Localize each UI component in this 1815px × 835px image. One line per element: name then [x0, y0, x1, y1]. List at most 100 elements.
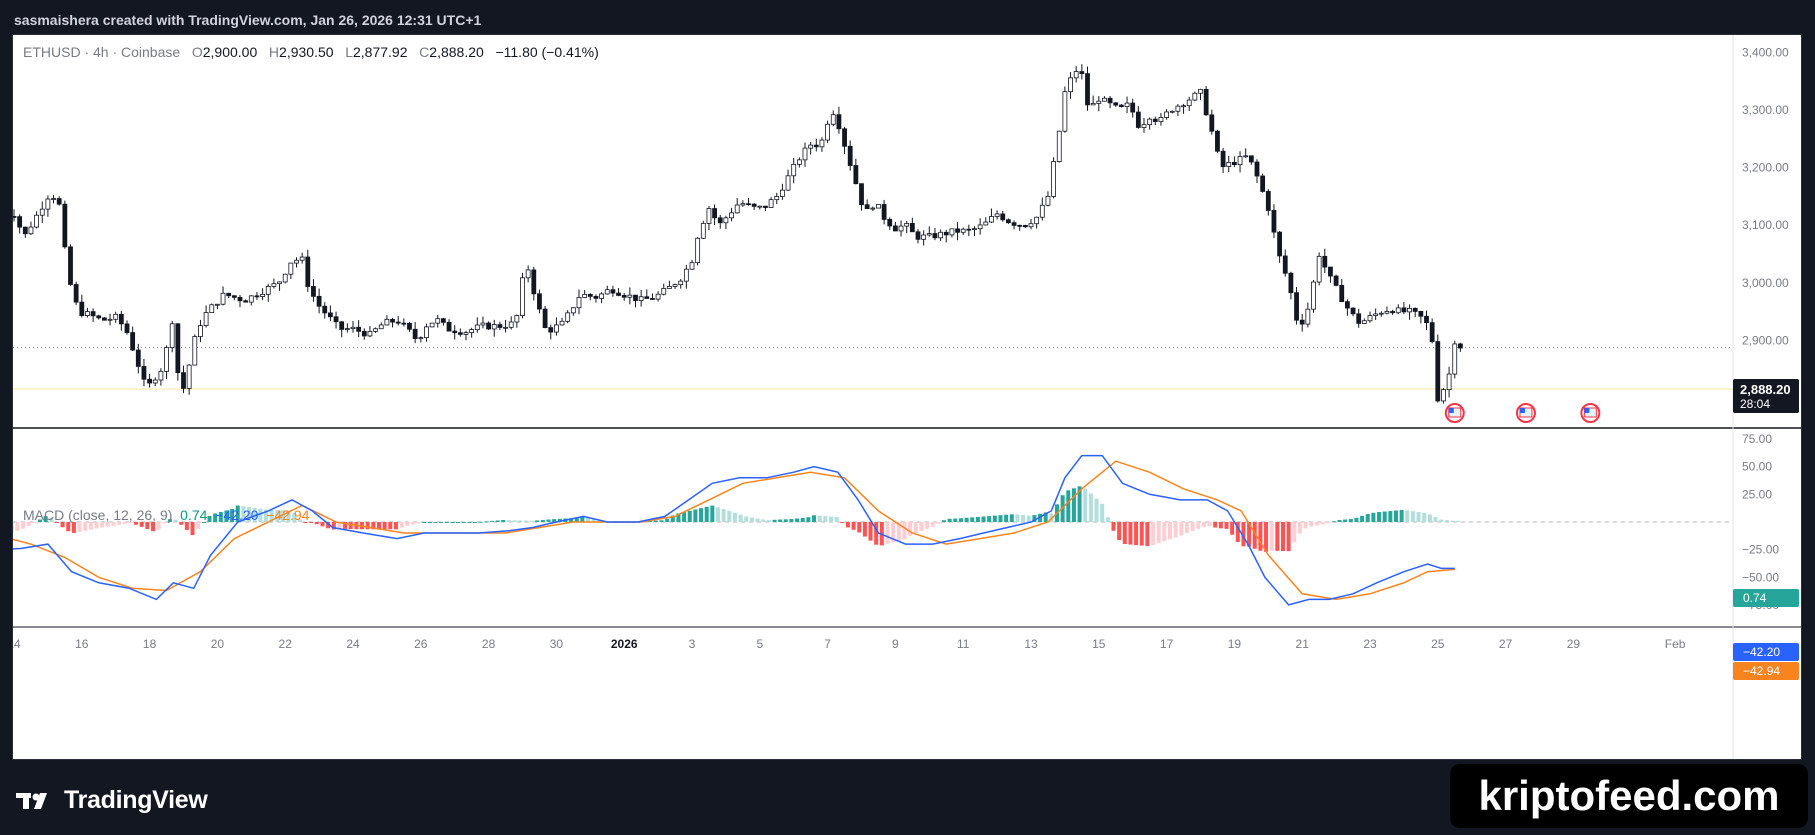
macd-histogram-bar — [1083, 488, 1088, 522]
candle-down — [1277, 231, 1282, 257]
candle-down — [1288, 272, 1294, 294]
macd-histogram-bar — [1297, 521, 1302, 534]
time-tick-label: 15 — [1092, 637, 1106, 651]
candle-up — [503, 326, 508, 329]
candle-up — [1102, 97, 1107, 102]
macd-tick-label: −25.00 — [1742, 543, 1779, 557]
candle-up — [1051, 161, 1056, 197]
candle-up — [435, 318, 441, 324]
macd-histogram-bar — [925, 521, 930, 529]
event-flag-icon — [1515, 403, 1536, 423]
candle-down — [1458, 343, 1463, 349]
macd-histogram-bar — [1405, 510, 1410, 522]
macd-histogram-bar — [1371, 512, 1376, 522]
candle-up — [520, 277, 525, 316]
macd-histogram-bar — [574, 517, 579, 522]
candle-up — [1198, 88, 1203, 94]
macd-histogram-bar — [1009, 514, 1014, 522]
macd-histogram-bar — [1309, 521, 1314, 527]
candle-up — [367, 330, 373, 337]
candle-up — [1446, 373, 1452, 391]
macd-tick-label: 25.00 — [1742, 487, 1772, 501]
macd-histogram-bar — [461, 521, 466, 523]
candle-down — [17, 216, 23, 228]
candle-up — [350, 326, 356, 330]
macd-histogram-bar — [1456, 520, 1461, 522]
macd-histogram-bar — [987, 516, 992, 522]
macd-histogram-bar — [518, 520, 523, 522]
candle-up — [277, 281, 282, 285]
macd-histogram-bar — [1173, 521, 1178, 538]
macd-histogram-bar — [94, 521, 99, 529]
macd-histogram-bar — [529, 520, 534, 522]
candle-up — [265, 286, 271, 295]
macd-histogram-bar — [1004, 514, 1009, 522]
macd-histogram-bar — [913, 521, 918, 533]
macd-histogram-bar — [71, 521, 76, 533]
macd-histogram-bar — [456, 521, 461, 523]
macd-histogram-bar — [365, 521, 370, 530]
candle-up — [949, 228, 955, 236]
macd-histogram-bar — [778, 519, 783, 522]
macd-histogram-bar — [314, 521, 319, 525]
candle-up — [1452, 343, 1458, 375]
macd-histogram-bar — [37, 519, 42, 522]
candle-up — [1316, 255, 1322, 283]
macd-histogram-bar — [569, 518, 574, 522]
candle-up — [876, 204, 881, 209]
candle-up — [785, 175, 791, 191]
candle-up — [1175, 105, 1181, 112]
macd-histogram-bar — [100, 521, 105, 528]
candle-up — [559, 320, 565, 326]
candle-down — [1260, 175, 1266, 192]
macd-histogram-bar — [1043, 512, 1048, 522]
price-legend: ETHUSD · 4h · Coinbase O2,900.00 H2,930.… — [23, 44, 599, 60]
macd-histogram-bar — [1094, 498, 1099, 522]
candle-up — [774, 196, 780, 201]
macd-histogram-bar — [840, 521, 845, 524]
candle-down — [102, 317, 107, 321]
macd-histogram-bar — [936, 521, 941, 524]
macd-histogram-bar — [309, 521, 314, 523]
flag-canton — [1519, 408, 1525, 413]
chart-canvas[interactable]: 3,400.00 3,300.00 3,200.00 3,100.00 3,000.00… — [13, 35, 1802, 760]
candle-up — [1311, 281, 1316, 310]
macd-histogram-bar — [857, 521, 862, 533]
candle-up — [299, 256, 305, 261]
candle-down — [717, 217, 723, 224]
candle-down — [1135, 111, 1141, 128]
macd-histogram-bar — [992, 515, 997, 522]
open-label: O — [191, 44, 203, 60]
time-tick-label: 29 — [1567, 637, 1581, 651]
macd-histogram-bar — [286, 510, 291, 522]
macd-line-tag: −42.20 — [1733, 643, 1799, 661]
macd-tick-label: 75.00 — [1742, 432, 1772, 446]
candle-down — [181, 372, 186, 389]
candle-up — [1124, 102, 1130, 107]
time-tick-label: 17 — [1160, 637, 1174, 651]
chart-frame[interactable]: 3,400.00 3,300.00 3,200.00 3,100.00 3,000.00… — [12, 34, 1802, 760]
candle-down — [746, 203, 751, 206]
macd-histogram-bar — [213, 513, 218, 522]
candle-down — [497, 324, 503, 328]
macd-histogram-bar — [580, 516, 585, 522]
candle-down — [1006, 219, 1011, 224]
candle-down — [457, 332, 463, 335]
candle-down — [1429, 322, 1435, 342]
macd-histogram-bar — [981, 516, 986, 522]
macd-histogram-value: 0.74 — [180, 507, 208, 523]
macd-line — [13, 454, 1455, 606]
candle-up — [1073, 71, 1079, 79]
candle-down — [96, 315, 102, 319]
macd-histogram-bar — [235, 505, 240, 522]
candle-down — [486, 322, 492, 330]
macd-signal-value: −42.94 — [266, 507, 310, 523]
candle-down — [13, 216, 17, 218]
macd-histogram-bar — [179, 521, 184, 525]
price-tick-label: 3,000.00 — [1742, 276, 1789, 290]
candle-up — [870, 207, 876, 210]
candle-up — [152, 379, 158, 384]
tradingview-logo[interactable]: TradingView — [16, 786, 208, 815]
macd-histogram-bar — [749, 517, 754, 522]
candle-down — [650, 298, 655, 300]
